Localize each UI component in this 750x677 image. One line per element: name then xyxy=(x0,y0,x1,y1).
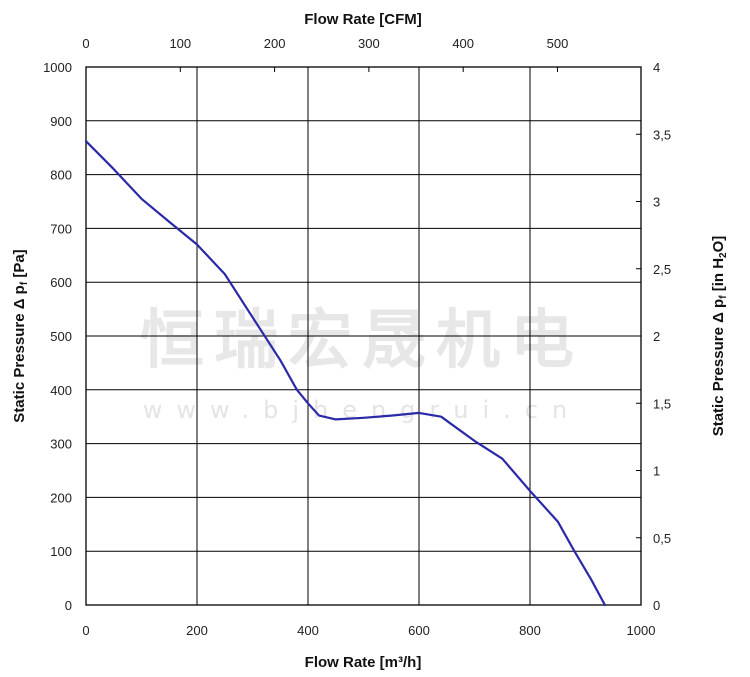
grid xyxy=(86,67,641,605)
x-top-tick-label: 0 xyxy=(82,36,89,51)
watermark-text: 恒瑞宏晟机电 xyxy=(140,304,584,378)
y-right-tick-label: 3 xyxy=(653,195,660,210)
watermark-url: www.bjhengrui.cn xyxy=(143,396,581,424)
x-axis-title-top: Flow Rate [CFM] xyxy=(304,11,422,28)
y-right-tick-label: 3,5 xyxy=(653,127,671,142)
series-line xyxy=(84,140,607,607)
tick-labels: 0 200 400 600 800 100001002003004005006007008… xyxy=(43,36,671,638)
y-right-tick-label: 4 xyxy=(653,60,660,75)
y-tick-label: 200 xyxy=(50,490,72,505)
y-tick-label: 400 xyxy=(50,383,72,398)
x-top-tick-label: 500 xyxy=(547,36,569,51)
y-right-tick-label: 0 xyxy=(653,598,660,613)
x-tick-label: 400 xyxy=(297,623,319,638)
x-top-tick-label: 300 xyxy=(358,36,380,51)
y-right-tick-label: 2 xyxy=(653,329,660,344)
y-tick-label: 900 xyxy=(50,114,72,129)
y-axis-title-right: Static Pressure Δ pf [in H2O] xyxy=(710,236,729,437)
x-tick-label: 200 xyxy=(186,623,208,638)
series-layer xyxy=(84,140,607,607)
x-top-tick-label: 100 xyxy=(169,36,191,51)
y-tick-label: 0 xyxy=(65,598,72,613)
x-tick-label: 600 xyxy=(408,623,430,638)
y-right-tick-label: 2,5 xyxy=(653,262,671,277)
y-tick-label: 100 xyxy=(50,544,72,559)
x-top-tick-label: 200 xyxy=(264,36,286,51)
y-tick-label: 300 xyxy=(50,437,72,452)
y-tick-label: 500 xyxy=(50,329,72,344)
y-tick-label: 700 xyxy=(50,221,72,236)
y-right-tick-label: 1 xyxy=(653,464,660,479)
x-axis-title-bottom: Flow Rate [m³/h] xyxy=(305,654,422,671)
x-top-tick-label: 400 xyxy=(452,36,474,51)
x-tick-label: 1000 xyxy=(627,623,656,638)
y-tick-label: 600 xyxy=(50,275,72,290)
x-tick-label: 800 xyxy=(519,623,541,638)
y-axis-title-left: Static Pressure Δ pf [Pa] xyxy=(11,249,30,422)
y-right-tick-label: 1,5 xyxy=(653,396,671,411)
x-tick-label: 0 xyxy=(82,623,89,638)
y-tick-label: 800 xyxy=(50,168,72,183)
y-right-tick-label: 0,5 xyxy=(653,531,671,546)
y-tick-label: 1000 xyxy=(43,60,72,75)
